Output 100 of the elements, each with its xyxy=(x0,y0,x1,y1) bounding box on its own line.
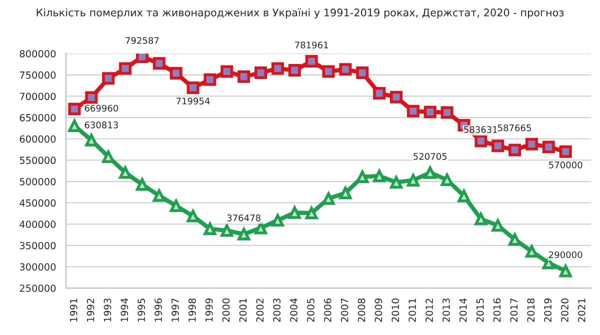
x-tick-label: 2017 xyxy=(510,298,518,322)
data-label: 290000 xyxy=(549,251,582,258)
data-label: 587665 xyxy=(498,124,531,132)
point xyxy=(458,190,470,202)
point xyxy=(424,106,436,118)
x-tick-label: 1995 xyxy=(138,298,146,322)
data-label: 781961 xyxy=(295,42,328,48)
point xyxy=(559,264,572,278)
data-label: 719954 xyxy=(176,98,210,104)
point xyxy=(406,104,420,118)
point xyxy=(406,174,420,186)
point xyxy=(424,166,436,179)
y-tick-label: 700000 xyxy=(20,92,56,100)
x-tick-label: 2019 xyxy=(544,298,552,322)
x-tick-label: 1996 xyxy=(154,298,162,322)
point xyxy=(508,233,522,246)
point xyxy=(254,222,268,234)
point xyxy=(339,186,352,200)
point xyxy=(373,87,386,100)
point xyxy=(356,66,369,80)
point xyxy=(271,62,284,75)
point xyxy=(186,210,200,222)
point xyxy=(559,145,572,158)
data-label: 570000 xyxy=(549,162,582,168)
x-tick-label: 2015 xyxy=(476,298,484,322)
y-tick-label: 350000 xyxy=(20,242,56,250)
point xyxy=(288,64,301,76)
point xyxy=(85,91,98,104)
point xyxy=(339,63,352,76)
point xyxy=(390,90,402,104)
point xyxy=(238,228,250,240)
point xyxy=(322,65,335,78)
x-tick-label: 1999 xyxy=(205,298,213,322)
point xyxy=(119,62,132,75)
y-tick-label: 550000 xyxy=(20,156,56,164)
point xyxy=(119,166,132,179)
point xyxy=(152,57,166,70)
point xyxy=(288,206,301,219)
x-tick-label: 2000 xyxy=(222,298,230,322)
data-label: 792587 xyxy=(126,37,159,44)
point xyxy=(525,138,538,150)
x-tick-label: 2020 xyxy=(561,298,568,322)
x-tick-label: 2006 xyxy=(324,298,332,322)
x-tick-label: 1993 xyxy=(104,298,112,322)
point xyxy=(474,134,488,148)
y-tick-label: 650000 xyxy=(20,114,56,122)
x-tick-label: 2009 xyxy=(374,298,382,322)
x-tick-label: 2004 xyxy=(290,298,298,322)
x-tick-label: 2011 xyxy=(408,298,416,322)
data-label: 630813 xyxy=(84,122,118,128)
point xyxy=(220,65,234,78)
point xyxy=(305,55,318,68)
data-label: 376478 xyxy=(227,214,260,222)
point xyxy=(204,73,216,86)
point xyxy=(373,170,386,182)
x-tick-label: 2010 xyxy=(392,298,400,322)
point xyxy=(542,256,555,270)
x-tick-label: 2003 xyxy=(273,298,281,322)
point xyxy=(136,178,148,191)
y-tick-label: 450000 xyxy=(20,199,56,207)
x-tick-label: 2012 xyxy=(426,298,433,322)
point xyxy=(220,224,234,237)
point xyxy=(152,189,166,202)
point xyxy=(238,70,250,83)
y-tick-label: 500000 xyxy=(20,178,56,186)
chart-title: Кількість померлих та живонароджених в Україні у 1991-2019 роках, Держстат, 2020 - прогноз xyxy=(36,8,564,18)
x-tick-label: 1998 xyxy=(188,298,196,322)
y-tick-label: 400000 xyxy=(20,220,56,228)
point xyxy=(186,81,200,94)
point xyxy=(305,206,318,220)
data-label: 669960 xyxy=(84,104,118,112)
x-tick-label: 2016 xyxy=(493,298,501,322)
point xyxy=(68,119,81,132)
point xyxy=(440,106,454,119)
x-tick-label: 1997 xyxy=(172,298,179,322)
point xyxy=(542,140,555,154)
x-tick-label: 2021 xyxy=(578,298,586,322)
x-tick-label: 2007 xyxy=(340,298,348,322)
point xyxy=(474,212,488,226)
y-tick-label: 300000 xyxy=(20,263,56,271)
point xyxy=(525,245,538,258)
x-tick-label: 1991 xyxy=(70,298,78,322)
point xyxy=(322,192,335,205)
x-tick-label: 2008 xyxy=(358,298,366,322)
data-label: 583631 xyxy=(464,126,498,133)
x-tick-label: 2014 xyxy=(459,298,467,322)
x-tick-label: 2005 xyxy=(307,298,314,322)
point xyxy=(254,66,268,80)
x-tick-label: 2018 xyxy=(527,298,535,322)
point xyxy=(68,102,81,116)
x-tick-label: 2013 xyxy=(442,298,450,322)
x-tick-label: 2002 xyxy=(256,298,264,322)
data-label: 520705 xyxy=(414,152,447,160)
point xyxy=(85,134,98,146)
y-tick-label: 800000 xyxy=(20,50,56,58)
x-tick-label: 1994 xyxy=(120,298,128,322)
x-tick-label: 2001 xyxy=(239,298,247,322)
y-tick-label: 600000 xyxy=(20,135,56,143)
point xyxy=(102,72,115,85)
point xyxy=(508,144,522,156)
